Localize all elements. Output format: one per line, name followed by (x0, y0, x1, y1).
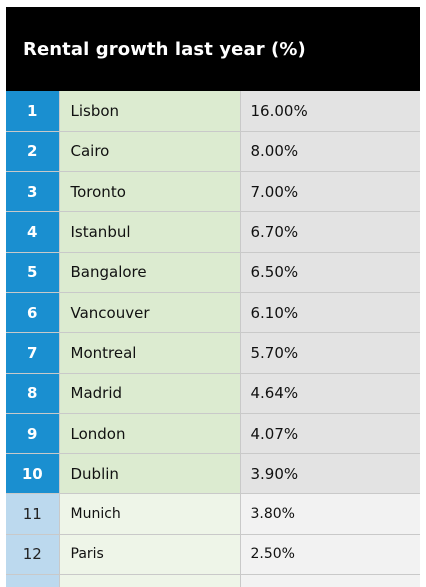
table-row: 11 Munich 3.80% (6, 493, 420, 535)
table-row: 7 Montreal 5.70% (6, 332, 420, 374)
growth-value-cell: 6.70% (240, 211, 420, 253)
city-cell: Lisbon (59, 91, 241, 132)
growth-value-cell: 3.90% (240, 453, 420, 495)
rank-cell: 11 (6, 493, 60, 535)
city-cell: Cairo (59, 131, 241, 173)
ranking-table: 1 Lisbon 16.00% 2 Cairo 8.00% 3 Toronto 7.00% 4 Is… (6, 91, 420, 587)
table-row: 4 Istanbul 6.70% (6, 211, 420, 253)
title-bar: Rental growth last year (%) (6, 7, 420, 91)
rank-cell (6, 574, 60, 587)
ranking-table-card: Rental growth last year (%) 1 Lisbon 16.00… (6, 7, 420, 587)
city-cell: Paris (59, 534, 241, 576)
table-row: 3 Toronto 7.00% (6, 171, 420, 213)
growth-value-cell: 7.00% (240, 171, 420, 213)
city-cell: Vancouver (59, 292, 241, 334)
city-cell: Bangalore (59, 252, 241, 293)
table-row: 10 Dublin 3.90% (6, 453, 420, 495)
city-cell: Madrid (59, 373, 241, 414)
rank-cell: 7 (6, 332, 60, 374)
city-cell: Montreal (59, 332, 241, 374)
rank-cell: 4 (6, 211, 60, 253)
growth-value-cell: 5.70% (240, 332, 420, 374)
growth-value-cell: 2.50% (240, 534, 420, 576)
growth-value-cell: 4.07% (240, 413, 420, 455)
city-cell: Dublin (59, 453, 241, 495)
table-row (6, 574, 420, 587)
table-row: 8 Madrid 4.64% (6, 373, 420, 414)
table-row: 12 Paris 2.50% (6, 534, 420, 576)
city-cell: London (59, 413, 241, 455)
growth-value-cell: 4.64% (240, 373, 420, 414)
chart-title: Rental growth last year (%) (23, 38, 306, 60)
rank-cell: 3 (6, 171, 60, 213)
table-row: 1 Lisbon 16.00% (6, 91, 420, 132)
table-row: 5 Bangalore 6.50% (6, 252, 420, 293)
city-cell: Istanbul (59, 211, 241, 253)
city-cell: Munich (59, 493, 241, 535)
rank-cell: 5 (6, 252, 60, 293)
city-cell: Toronto (59, 171, 241, 213)
rank-cell: 9 (6, 413, 60, 455)
growth-value-cell: 8.00% (240, 131, 420, 173)
table-row: 9 London 4.07% (6, 413, 420, 455)
table-row: 2 Cairo 8.00% (6, 131, 420, 173)
rank-cell: 6 (6, 292, 60, 334)
table-body: 1 Lisbon 16.00% 2 Cairo 8.00% 3 Toronto 7.00% 4 Is… (6, 91, 420, 587)
rank-cell: 2 (6, 131, 60, 173)
city-cell (59, 574, 241, 587)
rank-cell: 12 (6, 534, 60, 576)
rank-cell: 10 (6, 453, 60, 495)
growth-value-cell: 6.10% (240, 292, 420, 334)
rank-cell: 1 (6, 91, 60, 132)
rank-cell: 8 (6, 373, 60, 414)
growth-value-cell: 6.50% (240, 252, 420, 293)
growth-value-cell (240, 574, 420, 587)
growth-value-cell: 16.00% (240, 91, 420, 132)
table-row: 6 Vancouver 6.10% (6, 292, 420, 334)
growth-value-cell: 3.80% (240, 493, 420, 535)
